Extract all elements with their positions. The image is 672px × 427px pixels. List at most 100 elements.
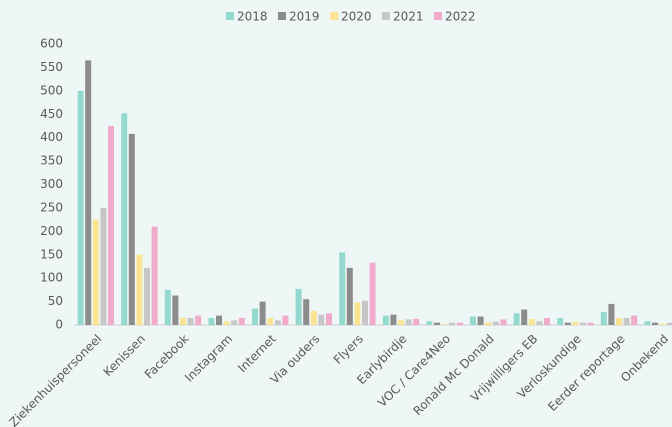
bar: [100, 207, 107, 325]
bar: [295, 288, 302, 325]
y-tick-label: 150: [40, 247, 63, 261]
bar: [195, 315, 202, 325]
bar: [470, 316, 476, 325]
bar: [282, 315, 289, 325]
y-tick-label: 600: [40, 37, 63, 51]
bar: [172, 295, 179, 325]
legend-swatch: [382, 12, 390, 20]
bar: [151, 226, 158, 325]
x-tick-label: Eerder reportage: [545, 332, 627, 414]
bar: [346, 267, 353, 325]
x-tick-label: Ziekenhuispersoneel: [6, 332, 104, 427]
x-tick-label: Flyers: [331, 332, 366, 367]
bar: [536, 321, 543, 325]
bar: [426, 321, 433, 325]
bar: [652, 322, 658, 325]
bar: [339, 252, 346, 325]
bar: [369, 262, 376, 325]
bar: [303, 299, 310, 325]
y-tick-label: 300: [40, 177, 63, 191]
legend-label: 2021: [393, 10, 424, 24]
bar: [659, 323, 666, 325]
bar: [405, 319, 412, 325]
legend-label: 2019: [289, 10, 320, 24]
bar: [623, 317, 630, 325]
bar: [616, 317, 622, 325]
bar: [187, 317, 194, 325]
bar: [362, 300, 368, 325]
bar: [77, 90, 84, 325]
bar: [456, 322, 463, 325]
bar: [449, 322, 456, 325]
x-tick-label: Internet: [235, 331, 279, 375]
bar: [587, 322, 594, 325]
bar: [564, 322, 571, 325]
bar: [528, 318, 535, 325]
legend-label: 2018: [237, 10, 268, 24]
bar: [544, 317, 550, 325]
legend-swatch: [226, 12, 234, 20]
bar: [121, 113, 128, 326]
legend-swatch: [330, 12, 338, 20]
bar: [492, 321, 499, 325]
y-tick-label: 0: [55, 318, 63, 332]
bar: [259, 301, 266, 325]
bar: [231, 320, 238, 325]
bar: [85, 60, 92, 326]
y-tick-label: 350: [40, 154, 63, 168]
x-tick-label: Ronald Mc Donald: [410, 332, 496, 418]
bar: [382, 315, 389, 325]
bar: [326, 313, 332, 325]
bar: [136, 254, 143, 325]
x-tick-label: Instagram: [182, 332, 235, 385]
y-tick-label: 250: [40, 200, 63, 214]
bar: [500, 319, 507, 325]
bar: [644, 321, 651, 325]
bar: [318, 314, 325, 325]
x-tick-label: Kenissen: [101, 332, 148, 379]
bar: [310, 310, 317, 325]
bar: [208, 317, 215, 325]
legend-swatch: [434, 12, 442, 20]
bar: [513, 313, 520, 325]
bar: [667, 322, 672, 325]
bar: [267, 317, 274, 325]
bar: [108, 125, 114, 325]
bar: [92, 219, 99, 325]
bar: [274, 320, 281, 325]
x-tick-label: Onbekend: [618, 332, 671, 385]
bar: [128, 133, 135, 325]
bar: [390, 314, 397, 325]
bar: [164, 289, 171, 325]
y-tick-label: 50: [48, 294, 63, 308]
bar: [216, 315, 222, 325]
bar: [572, 321, 579, 325]
bar: [441, 324, 448, 325]
y-tick-label: 400: [40, 130, 63, 144]
legend-label: 2020: [341, 10, 372, 24]
bar: [485, 322, 492, 325]
bar: [238, 317, 245, 325]
bar: [557, 317, 564, 325]
bar: [521, 309, 528, 325]
bar: [477, 316, 484, 325]
bar: [413, 318, 420, 325]
y-tick-label: 500: [40, 83, 63, 97]
bar: [434, 322, 440, 325]
bar: [608, 303, 615, 325]
bar: [398, 320, 404, 325]
bar: [223, 321, 230, 325]
bar: [631, 315, 638, 325]
legend-label: 2022: [445, 10, 476, 24]
y-tick-label: 200: [40, 224, 63, 238]
y-tick-label: 450: [40, 107, 63, 121]
bar: [252, 308, 258, 325]
bar: [180, 317, 186, 325]
bar: [144, 267, 150, 325]
bar: [600, 311, 607, 325]
y-tick-label: 550: [40, 60, 63, 74]
bar: [580, 322, 586, 325]
y-tick-label: 100: [40, 271, 63, 285]
bar: [354, 302, 361, 325]
